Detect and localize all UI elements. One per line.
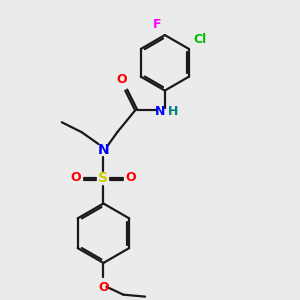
Text: O: O xyxy=(116,73,127,85)
Text: N: N xyxy=(98,143,109,157)
Text: O: O xyxy=(126,171,136,184)
Text: O: O xyxy=(98,281,109,294)
Text: H: H xyxy=(168,105,178,118)
Text: Cl: Cl xyxy=(194,33,207,46)
Text: N: N xyxy=(155,105,165,118)
Text: S: S xyxy=(98,171,108,185)
Text: O: O xyxy=(70,171,81,184)
Text: F: F xyxy=(152,18,161,31)
